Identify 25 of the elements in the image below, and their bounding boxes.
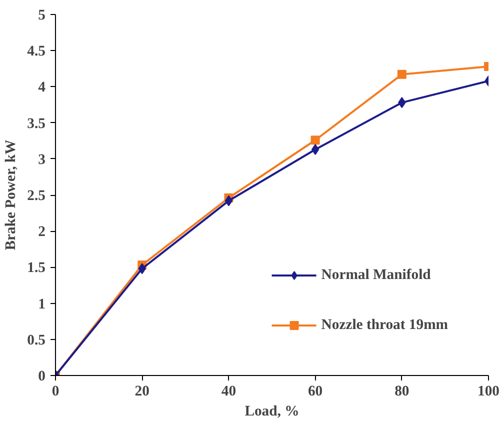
y-tick-label: 2.5 <box>27 188 46 204</box>
x-tick-label: 60 <box>308 384 323 400</box>
point <box>397 70 406 79</box>
y-tick-label: 1 <box>38 296 46 312</box>
y-tick-label: 3 <box>38 152 46 168</box>
y-tick-label: 1.5 <box>27 260 46 276</box>
y-tick-label: 2 <box>38 224 46 240</box>
y-tick-label: 3.5 <box>27 116 46 132</box>
y-tick-label: 0.5 <box>27 332 46 348</box>
x-tick-label: 0 <box>52 384 60 400</box>
x-tick-label: 40 <box>221 384 236 400</box>
y-tick-label: 0 <box>38 368 46 384</box>
x-tick-label: 100 <box>478 384 500 400</box>
point <box>224 195 233 206</box>
x-axis-title: Load, % <box>244 404 300 420</box>
y-tick-label: 4 <box>38 80 46 96</box>
legend-label: Nozzle throat 19mm <box>321 316 448 334</box>
y-axis-title: Brake Power, kW <box>3 139 20 250</box>
legend-label: Normal Manifold <box>321 266 431 284</box>
x-tick-label: 20 <box>134 384 150 400</box>
point <box>310 136 320 145</box>
y-tick-label: 5 <box>38 8 46 24</box>
y-tick-label: 4.5 <box>27 44 46 60</box>
point <box>311 144 320 156</box>
x-tick-label: 80 <box>394 384 410 400</box>
